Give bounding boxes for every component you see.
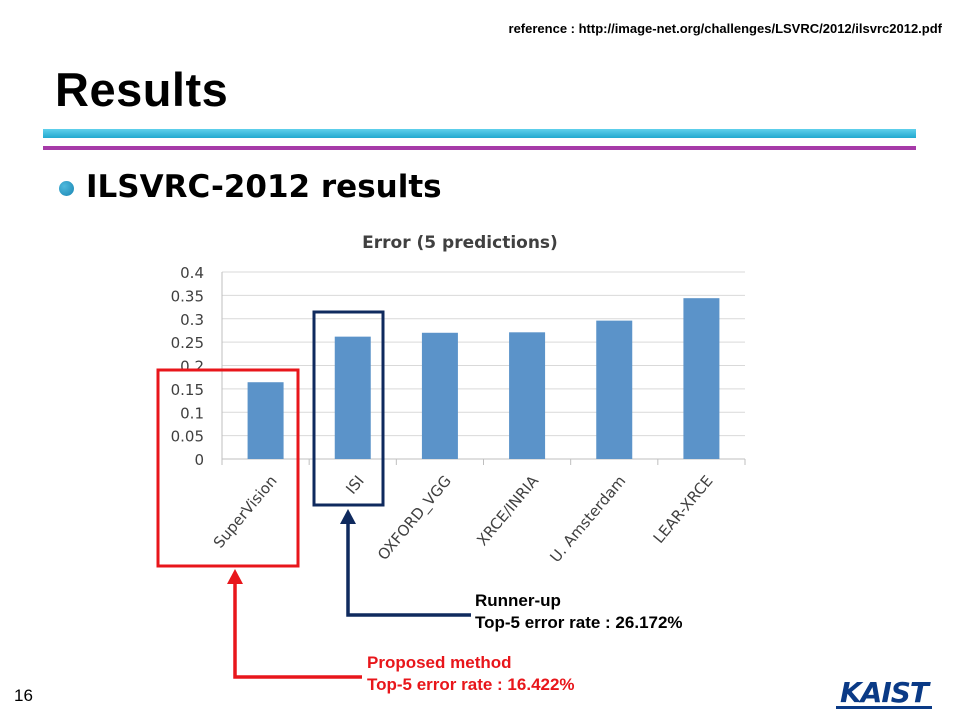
- runner-up-arrow-line: [346, 522, 471, 617]
- runner-up-highlight-box: [312, 310, 385, 507]
- runner-up-label: Runner-up: [475, 591, 561, 610]
- bar-isi: [334, 336, 371, 459]
- title-rule-purple: [43, 146, 916, 150]
- proposed-error-rate: Top-5 error rate : 16.422%: [367, 675, 575, 694]
- runner-up-arrow-head: [340, 509, 356, 524]
- y-tick-label: 0.3: [180, 311, 204, 329]
- bar-supervision: [247, 382, 284, 459]
- title-rule-cyan: [43, 129, 916, 138]
- x-tick-label: LEAR-XRCE: [650, 472, 717, 547]
- kaist-logo: KAIST: [834, 676, 934, 709]
- bar-xrce-inria: [509, 332, 546, 459]
- bullet-text: ILSVRC-2012 results: [86, 169, 442, 205]
- x-tick-label: OXFORD_VGG: [374, 472, 456, 564]
- runner-up-error-rate: Top-5 error rate : 26.172%: [475, 613, 683, 632]
- y-tick-label: 0.25: [171, 334, 204, 352]
- slide-title: Results: [55, 63, 229, 116]
- y-tick-label: 0: [194, 451, 204, 469]
- proposed-arrow-head: [227, 569, 243, 584]
- svg-text:KAIST: KAIST: [840, 676, 931, 709]
- x-tick-label: XRCE/INRIA: [473, 471, 542, 549]
- chart-x-labels: SuperVision ISI OXFORD_VGG XRCE/INRIA U. Ams…: [210, 471, 717, 566]
- proposed-arrow-line: [233, 582, 362, 679]
- runner-up-annotation: Runner-up Top-5 error rate : 26.172%: [475, 590, 683, 634]
- bar-u-amsterdam: [596, 320, 633, 459]
- y-tick-label: 0.2: [180, 358, 204, 376]
- x-tick-label: ISI: [342, 472, 368, 498]
- y-tick-label: 0.05: [171, 428, 204, 446]
- proposed-label: Proposed method: [367, 653, 512, 672]
- page-number: 16: [14, 686, 33, 705]
- y-tick-label: 0.15: [171, 381, 204, 399]
- chart-gridlines: [221, 271, 746, 465]
- x-tick-label: SuperVision: [210, 472, 281, 552]
- y-tick-label: 0.1: [180, 404, 204, 422]
- y-tick-label: 0.35: [171, 287, 204, 305]
- proposed-highlight-box: [156, 368, 300, 568]
- chart-title: Error (5 predictions): [362, 233, 558, 253]
- chart-bars: [247, 298, 720, 459]
- bar-lear-xrce: [683, 298, 720, 459]
- bar-oxford-vgg: [421, 332, 458, 459]
- chart-y-ticks: 0 0.05 0.1 0.15 0.2 0.25 0.3 0.35 0.4: [171, 264, 204, 469]
- y-tick-label: 0.4: [180, 264, 204, 282]
- proposed-annotation: Proposed method Top-5 error rate : 16.42…: [367, 652, 575, 696]
- x-tick-label: U. Amsterdam: [546, 472, 629, 566]
- reference-citation: reference : http://image-net.org/challen…: [508, 21, 942, 36]
- bullet-dot-icon: [59, 181, 74, 196]
- chart-highlights: [156, 310, 471, 679]
